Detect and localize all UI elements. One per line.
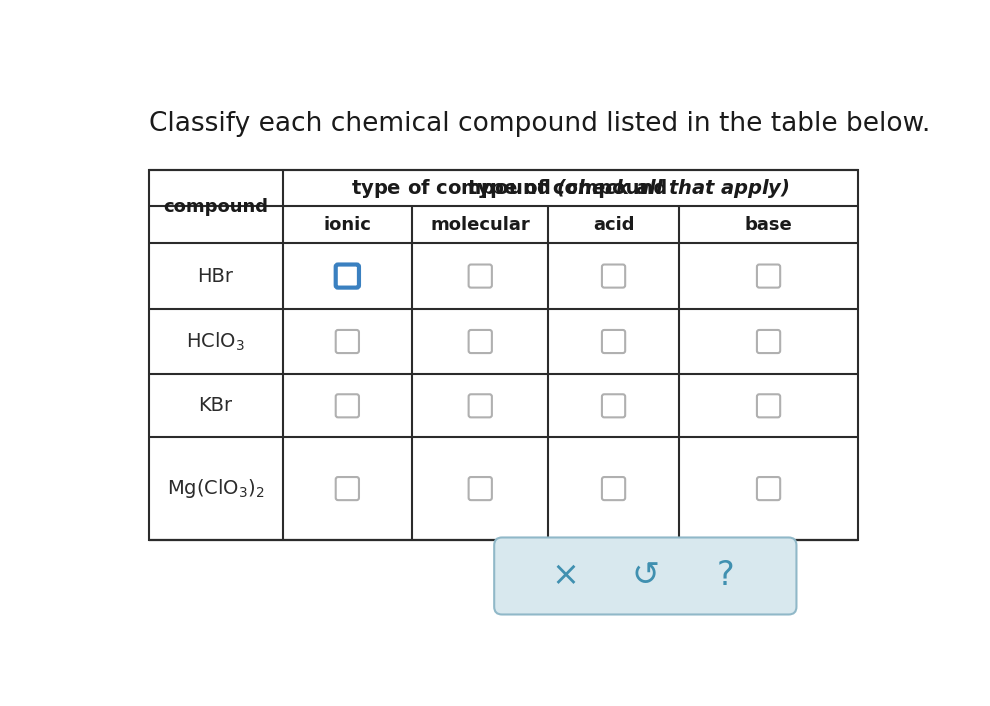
Text: type of compound $\bfit{(check\ all\ that\ apply)}$: type of compound $\bfit{(check\ all\ tha… [351,176,790,200]
Text: molecular: molecular [431,216,530,234]
FancyBboxPatch shape [757,330,780,353]
Text: acid: acid [593,216,635,234]
Text: compound: compound [163,198,268,216]
Text: ?: ? [717,559,735,592]
FancyBboxPatch shape [336,394,359,417]
FancyBboxPatch shape [336,265,359,287]
FancyBboxPatch shape [757,265,780,287]
FancyBboxPatch shape [468,477,492,500]
Text: ↺: ↺ [632,559,659,592]
Text: ionic: ionic [324,216,371,234]
FancyBboxPatch shape [602,330,625,353]
FancyBboxPatch shape [757,477,780,500]
Bar [148,170,858,540]
Text: KBr: KBr [199,396,233,415]
Text: HBr: HBr [198,267,234,285]
FancyBboxPatch shape [602,394,625,417]
FancyBboxPatch shape [468,330,492,353]
FancyBboxPatch shape [757,394,780,417]
Text: type of compound ​​​​​​​​​​​​​​: type of compound ​​​​​​​​​​​​​​ [467,179,673,198]
Text: ×: × [551,559,579,592]
FancyBboxPatch shape [602,265,625,287]
FancyBboxPatch shape [336,330,359,353]
Text: Mg(ClO$_3$)$_2$: Mg(ClO$_3$)$_2$ [166,477,264,500]
FancyBboxPatch shape [468,394,492,417]
Text: Classify each chemical compound listed in the table below.: Classify each chemical compound listed i… [148,111,930,137]
Text: HClO$_3$: HClO$_3$ [186,330,245,353]
FancyBboxPatch shape [494,537,796,614]
Text: base: base [744,216,792,234]
FancyBboxPatch shape [336,477,359,500]
FancyBboxPatch shape [602,477,625,500]
FancyBboxPatch shape [468,265,492,287]
